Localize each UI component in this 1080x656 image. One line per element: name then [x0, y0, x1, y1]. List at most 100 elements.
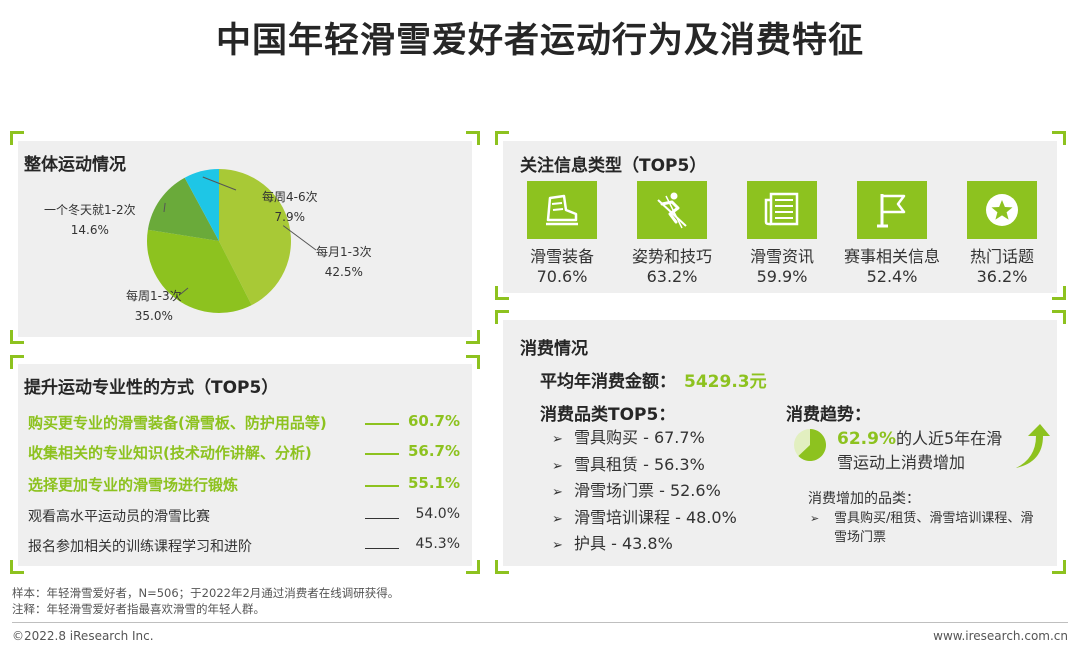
method-label: 报名参加相关的训练课程学习和进阶: [28, 539, 252, 555]
category-title: 消费品类TOP5：: [540, 405, 676, 425]
info-item-news: 滑雪资讯 59.9%: [742, 181, 822, 286]
trend-title: 消费趋势：: [786, 405, 871, 425]
method-value: 56.7%: [407, 442, 460, 460]
arrow-icon: ➢: [552, 538, 563, 553]
pie-label-pct: 7.9%: [274, 210, 306, 224]
method-line: [365, 518, 399, 519]
info-item-equipment: 滑雪装备 70.6%: [522, 181, 602, 286]
info-value: 70.6%: [536, 267, 588, 286]
consumption-title: 消费情况: [520, 339, 588, 359]
corner-bracket: [495, 131, 509, 145]
consumption-panel: [503, 320, 1057, 566]
pie-label-pct: 35.0%: [134, 309, 173, 323]
method-row: 报名参加相关的训练课程学习和进阶 45.3%: [28, 536, 460, 560]
page-title: 中国年轻滑雪爱好者运动行为及消费特征: [215, 21, 864, 61]
arrow-icon: ➢: [552, 432, 563, 447]
increase-text: 雪具购买/租赁、滑雪培训课程、滑雪场门票: [834, 511, 1034, 545]
method-row: 选择更加专业的滑雪场进行锻炼 55.1%: [28, 474, 460, 498]
pie-label-name: 每周4-6次: [262, 190, 318, 204]
pie-label-weekly-1-3: 每周1-3次 35.0%: [126, 286, 182, 326]
method-label: 观看高水平运动员的滑雪比赛: [28, 509, 210, 525]
skier-icon: [637, 181, 707, 239]
method-value: 45.3%: [415, 536, 460, 552]
corner-bracket: [10, 560, 24, 574]
pie-label-weekly-4-6: 每周4-6次 7.9%: [262, 187, 318, 227]
info-value: 59.9%: [756, 267, 808, 286]
pie-slice-winter: [147, 177, 219, 241]
pie-leader-line: [282, 225, 317, 251]
method-line: [365, 453, 399, 455]
list-item: ➢ 雪具租赁 - 56.3%: [552, 452, 737, 479]
list-item: ➢ 滑雪培训课程 - 48.0%: [552, 505, 737, 532]
info-item-events: 赛事相关信息 52.4%: [844, 181, 940, 286]
pie-label-pct: 14.6%: [70, 223, 109, 237]
pie-slice-weekly-4-6: [184, 169, 219, 241]
category-text: 护具 - 43.8%: [574, 534, 673, 553]
corner-bracket: [466, 355, 480, 369]
method-row: 收集相关的专业知识(技术动作讲解、分析) 56.7%: [28, 442, 460, 466]
method-label: 选择更加专业的滑雪场进行锻炼: [28, 476, 239, 494]
average-spend-value: 5429.3元: [684, 372, 767, 392]
method-label: 购买更专业的滑雪装备(滑雪板、防护用品等): [28, 414, 327, 432]
corner-bracket: [1052, 131, 1066, 145]
trend-text: 62.9%的人近5年在滑雪运动上消费增加: [837, 427, 1017, 474]
category-text: 滑雪培训课程 - 48.0%: [574, 507, 737, 527]
exercise-pie-chart: [147, 169, 317, 313]
corner-bracket: [495, 560, 509, 574]
method-row: 购买更专业的滑雪装备(滑雪板、防护用品等) 60.7%: [28, 412, 460, 436]
info-value: 63.2%: [646, 267, 698, 286]
corner-bracket: [10, 330, 24, 344]
trend-pct: 62.9%: [837, 429, 896, 449]
star-icon: [967, 181, 1037, 239]
arrow-icon: ➢: [552, 511, 563, 527]
corner-bracket: [466, 330, 480, 344]
pie-label-name: 每周1-3次: [126, 289, 182, 303]
pie-label-name: 一个冬天就1-2次: [44, 203, 136, 217]
newspaper-icon: [747, 181, 817, 239]
methods-title: 提升运动专业性的方式（TOP5）: [24, 378, 279, 398]
definition-note: 注释：年轻滑雪爱好者指最喜欢滑雪的年轻人群。: [12, 602, 265, 616]
trend-desc: 的人近5年在滑雪运动上消费增加: [837, 429, 1003, 472]
average-spend: 平均年消费金额： 5429.3元: [540, 367, 767, 392]
category-text: 雪具购买 - 67.7%: [574, 428, 705, 447]
method-line: [365, 485, 399, 487]
method-line: [365, 548, 399, 549]
pie-slice-weekly-1-3: [147, 229, 252, 313]
pie-slice-monthly: [219, 169, 291, 306]
corner-bracket: [466, 131, 480, 145]
category-text: 雪具租赁 - 56.3%: [574, 454, 705, 474]
info-label: 姿势和技巧: [631, 247, 712, 266]
exercise-title: 整体运动情况: [24, 155, 126, 175]
sample-note: 样本：年轻滑雪爱好者，N=506；于2022年2月通过消费者在线调研获得。: [12, 586, 400, 600]
average-spend-label: 平均年消费金额：: [540, 372, 676, 392]
list-item: ➢ 雪具购买 - 67.7%: [552, 425, 737, 452]
corner-bracket: [10, 355, 24, 369]
pie-leader-line: [179, 287, 189, 295]
corner-bracket: [10, 131, 24, 145]
method-value: 55.1%: [407, 474, 460, 492]
methods-panel: [18, 364, 472, 566]
flag-icon: [857, 181, 927, 239]
pie-label-name: 每月1-3次: [316, 245, 372, 259]
info-value: 52.4%: [866, 267, 918, 286]
info-item-technique: 姿势和技巧 63.2%: [632, 181, 712, 286]
corner-bracket: [466, 560, 480, 574]
pie-label-pct: 42.5%: [324, 265, 363, 279]
arrow-icon: ➢: [810, 512, 820, 525]
corner-bracket: [495, 310, 509, 324]
trend-pie-icon: [794, 429, 826, 461]
pie-leader-line: [202, 176, 237, 191]
website: www.iresearch.com.cn: [933, 629, 1068, 643]
category-text: 滑雪场门票 - 52.6%: [574, 481, 721, 500]
increase-title: 消费增加的品类：: [808, 491, 920, 507]
info-label: 滑雪资讯: [749, 247, 814, 266]
method-label: 收集相关的专业知识(技术动作讲解、分析): [28, 444, 312, 462]
method-line: [365, 423, 399, 425]
method-value: 54.0%: [415, 506, 460, 522]
method-row: 观看高水平运动员的滑雪比赛 54.0%: [28, 506, 460, 530]
pie-leader-line: [163, 202, 166, 213]
list-item: ➢ 护具 - 43.8%: [552, 531, 737, 558]
info-value: 36.2%: [976, 267, 1028, 286]
info-label: 赛事相关信息: [843, 247, 940, 266]
corner-bracket: [1052, 310, 1066, 324]
